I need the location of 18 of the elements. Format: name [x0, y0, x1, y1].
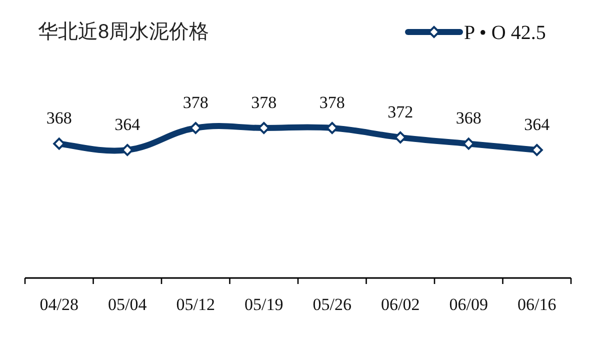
data-label: 368 — [46, 108, 72, 128]
x-tick-label: 05/19 — [244, 295, 284, 314]
x-tick-label: 06/16 — [518, 295, 556, 314]
data-label: 364 — [114, 115, 141, 134]
data-label: 378 — [251, 93, 277, 112]
x-tick-label: 06/02 — [381, 295, 420, 314]
data-label: 378 — [182, 93, 208, 112]
data-label: 378 — [319, 93, 345, 112]
chart-title: 华北近8周水泥价格 — [38, 21, 210, 43]
x-tick-label: 05/04 — [108, 295, 148, 314]
data-label: 364 — [524, 115, 550, 134]
legend-label: P • O 42.5 — [464, 22, 546, 44]
data-label: 368 — [456, 108, 482, 128]
x-tick-label: 05/26 — [312, 295, 352, 314]
x-tick-label: 05/12 — [176, 295, 215, 314]
x-tick-label: 06/09 — [449, 295, 488, 314]
data-label: 372 — [388, 102, 414, 122]
x-tick-label: 04/28 — [40, 295, 78, 314]
